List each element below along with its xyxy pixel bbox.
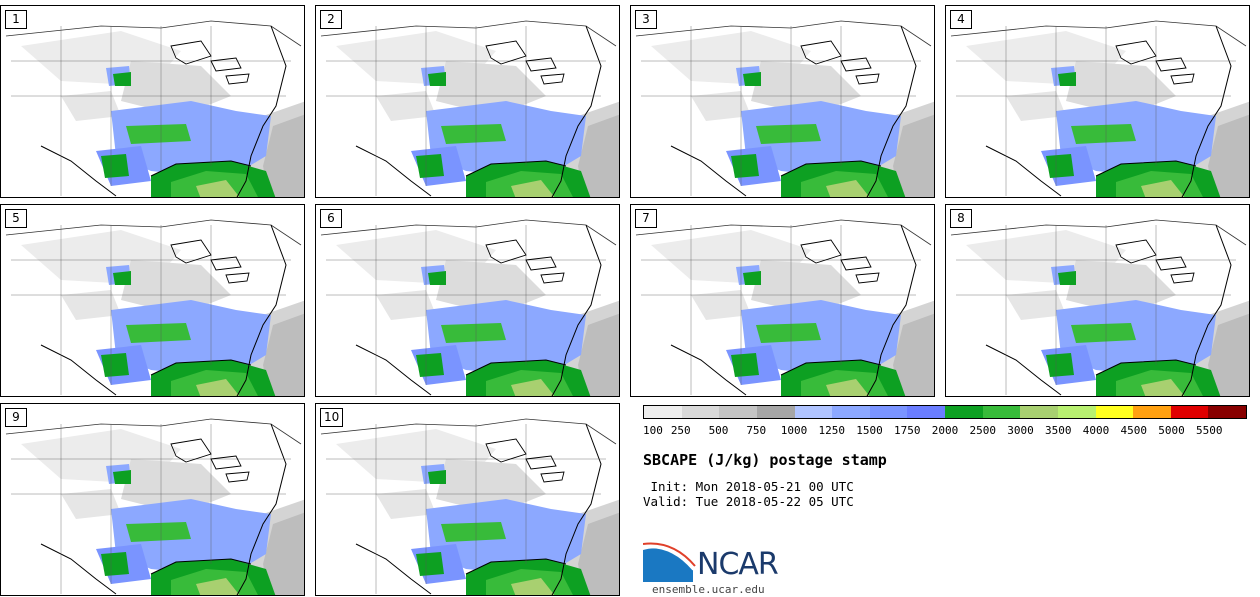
cape-map-3 (635, 20, 934, 197)
map-panel-8: 8 (945, 204, 1250, 397)
member-number-1: 1 (5, 10, 27, 29)
color-scale-label: 5500 (1196, 424, 1223, 437)
map-panel-9: 9 (0, 403, 305, 596)
color-scale-labels: 100 250 500 750 1000 1250 1500 1750 2000 2500 3000… (643, 424, 1247, 440)
color-scale-cell (1133, 406, 1171, 418)
valid-time: Valid: Tue 2018-05-22 05 UTC (643, 494, 854, 509)
color-scale-cell (644, 406, 682, 418)
cape-map-4 (950, 20, 1249, 197)
color-scale-cell (832, 406, 870, 418)
color-scale-label: 5000 (1158, 424, 1185, 437)
member-number-2: 2 (320, 10, 342, 29)
cape-map-7 (635, 219, 934, 396)
map-panel-10: 10 (315, 403, 620, 596)
color-scale-cell (681, 406, 720, 418)
color-scale-cell (1095, 406, 1134, 418)
color-scale-label: 1500 (856, 424, 883, 437)
map-panel-1: 1 (0, 5, 305, 198)
color-scale-label: 3000 (1007, 424, 1034, 437)
ncar-logo-text: NCAR (697, 547, 779, 582)
member-number-3: 3 (635, 10, 657, 29)
color-scale-label: 4500 (1120, 424, 1148, 437)
map-panel-4: 4 (945, 5, 1250, 198)
color-scale-label: 1250 (818, 424, 846, 437)
map-panel-3: 3 (630, 5, 935, 198)
color-scale-cell (1057, 406, 1096, 418)
color-scale-cell (982, 406, 1021, 418)
color-scale-cell (794, 406, 833, 418)
init-time: Init: Mon 2018-05-21 00 UTC (643, 479, 854, 494)
color-scale-label: 100 (643, 424, 663, 437)
color-scale-cell (907, 406, 945, 418)
color-scale-label: 500 (708, 424, 729, 437)
color-scale-cell (945, 406, 983, 418)
ncar-logo-icon (643, 542, 696, 582)
cape-map-1 (5, 20, 304, 197)
cape-map-9 (5, 418, 304, 595)
color-scale-label: 2500 (969, 424, 997, 437)
member-number-10: 10 (320, 408, 344, 427)
color-scale-label: 1000 (780, 424, 808, 437)
member-number-5: 5 (5, 209, 27, 228)
color-scale-cell (1020, 406, 1058, 418)
cape-map-8 (950, 219, 1249, 396)
cape-map-2 (320, 20, 619, 197)
color-scale-label: 1750 (894, 424, 921, 437)
cape-map-6 (320, 219, 619, 396)
map-panel-2: 2 (315, 5, 620, 198)
color-scale-cell (756, 406, 795, 418)
map-panel-7: 7 (630, 204, 935, 397)
color-scale-label: 250 (670, 424, 691, 437)
member-number-7: 7 (635, 209, 657, 228)
color-scale-cell (869, 406, 908, 418)
cape-map-10 (320, 418, 619, 595)
chart-title: SBCAPE (J/kg) postage stamp (643, 451, 887, 469)
color-scale-label: 750 (746, 424, 767, 437)
ensemble-url[interactable]: ensemble.ucar.edu (652, 583, 765, 596)
color-scale-cell (719, 406, 757, 418)
map-panel-6: 6 (315, 204, 620, 397)
member-number-6: 6 (320, 209, 342, 228)
member-number-8: 8 (950, 209, 972, 228)
color-scale-label: 4000 (1082, 424, 1110, 437)
member-number-4: 4 (950, 10, 972, 29)
color-scale-label: 2000 (931, 424, 959, 437)
map-panel-5: 5 (0, 204, 305, 397)
member-number-9: 9 (5, 408, 27, 427)
color-scale-cell (1170, 406, 1209, 418)
color-scale-label: 3500 (1045, 424, 1072, 437)
cape-map-5 (5, 219, 304, 396)
color-scale-bar (643, 405, 1247, 419)
color-scale-cell (1208, 406, 1246, 418)
